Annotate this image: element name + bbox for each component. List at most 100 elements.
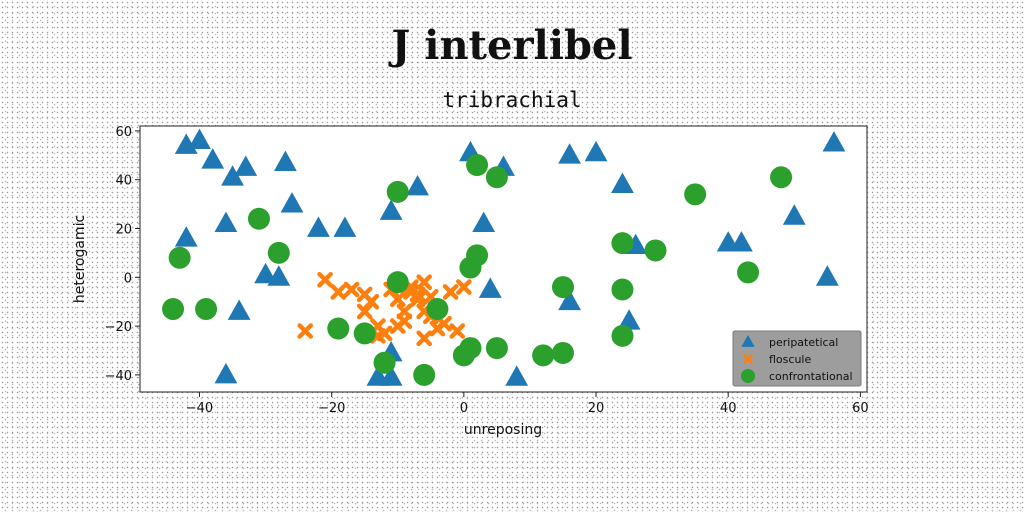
data-point [379, 199, 403, 220]
data-point [254, 262, 277, 284]
data-point [644, 239, 667, 262]
data-point [234, 155, 258, 176]
data-point [333, 216, 357, 237]
data-point [297, 323, 314, 339]
data-point [611, 172, 634, 193]
legend-marker [741, 335, 755, 347]
data-point [386, 271, 409, 294]
legend-label: confrontational [769, 370, 853, 383]
data-point [274, 150, 297, 172]
data-point [485, 166, 508, 189]
x-tick-label: 60 [852, 401, 869, 416]
data-point [221, 165, 244, 186]
data-point [330, 284, 347, 300]
data-point [396, 303, 413, 320]
data-point [379, 365, 403, 386]
legend-label: floscule [769, 353, 811, 366]
data-point [737, 261, 760, 284]
data-point [442, 284, 459, 300]
x-tick-label: 40 [720, 401, 737, 416]
data-point [611, 278, 634, 301]
data-point [459, 337, 482, 360]
legend-marker [741, 369, 755, 383]
y-tick-label: 40 [115, 174, 132, 189]
data-point [389, 291, 406, 308]
data-point [611, 324, 634, 347]
data-point [214, 362, 238, 384]
data-point [466, 154, 489, 177]
data-point [353, 322, 376, 345]
x-tick-label: −40 [186, 401, 213, 416]
y-tick-label: 20 [115, 222, 132, 237]
data-point [558, 289, 581, 311]
y-tick-label: −40 [105, 369, 132, 384]
data-point [373, 351, 396, 374]
y-tick-label: 60 [115, 125, 132, 140]
data-point [247, 207, 270, 230]
data-point [356, 303, 373, 320]
data-point [466, 244, 489, 267]
data-point [317, 271, 333, 288]
data-point [551, 276, 574, 299]
series-confrontational [162, 154, 793, 386]
data-point [307, 216, 330, 237]
data-point [449, 323, 466, 339]
legend: peripatetical floscule confrontational [732, 330, 862, 387]
y-tick-label: −20 [105, 320, 132, 335]
legend-box [732, 330, 862, 387]
chart-subtitle: tribrachial [442, 88, 582, 112]
data-point [426, 298, 449, 321]
data-point [617, 309, 641, 330]
data-point [611, 232, 634, 255]
data-point [363, 293, 380, 310]
chart-title: J interlibel [391, 22, 633, 69]
x-tick-label: 0 [460, 401, 468, 416]
data-point [174, 226, 198, 247]
legend-label: peripatetical [769, 336, 838, 349]
data-point [168, 246, 191, 269]
data-point [214, 211, 238, 233]
data-point [822, 131, 846, 152]
data-point [327, 317, 350, 340]
data-point [478, 277, 502, 298]
data-point [386, 180, 409, 203]
data-point [280, 192, 304, 213]
data-point [770, 166, 793, 189]
legend-marker [743, 354, 753, 364]
data-point [584, 140, 608, 162]
data-point [406, 175, 429, 196]
data-point [782, 204, 806, 225]
data-point [485, 337, 508, 360]
x-tick-label: 20 [588, 401, 605, 416]
data-point [162, 298, 185, 321]
data-point [267, 265, 291, 286]
data-point [472, 211, 496, 233]
data-point [376, 325, 393, 342]
data-point [416, 330, 432, 347]
data-point [409, 291, 426, 308]
data-point [195, 298, 218, 321]
data-point [201, 148, 225, 169]
x-tick-label: −20 [318, 401, 345, 416]
y-axis-label: heterogamic [72, 215, 88, 303]
data-point [343, 281, 360, 298]
data-point [188, 128, 211, 150]
data-point [815, 265, 839, 286]
y-tick-label: 0 [124, 271, 132, 286]
data-point [227, 299, 251, 320]
data-point [551, 341, 574, 364]
data-point [416, 274, 432, 290]
data-point [730, 231, 753, 252]
data-point [436, 315, 452, 332]
data-point [505, 365, 529, 386]
data-point [456, 279, 472, 295]
data-point [558, 143, 581, 164]
data-point [684, 183, 707, 206]
data-points [162, 128, 846, 386]
data-point [267, 241, 290, 264]
x-axis-label: unreposing [464, 422, 542, 438]
data-point [532, 344, 555, 367]
axis-ticks: −40 −20 0 20 40 60 −40 −20 0 20 40 60 [105, 125, 869, 416]
data-point [413, 363, 436, 386]
